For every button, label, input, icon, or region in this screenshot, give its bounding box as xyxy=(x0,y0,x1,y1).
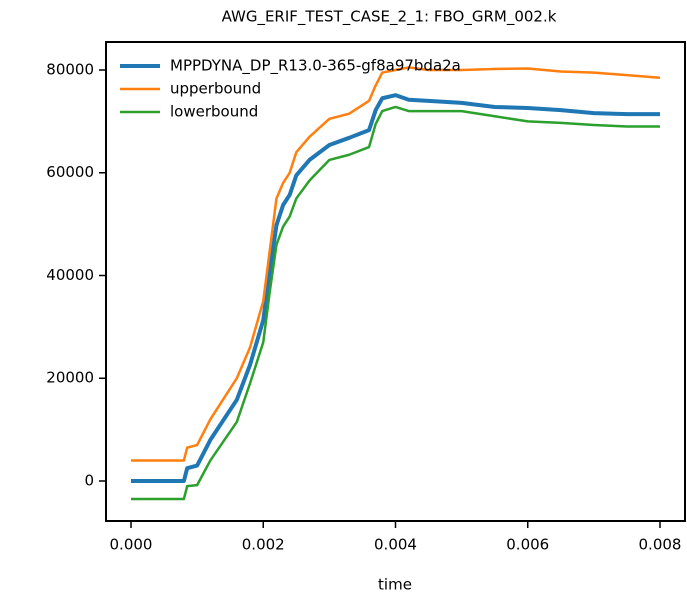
y-tick-label: 0 xyxy=(84,471,94,489)
chart-title: AWG_ERIF_TEST_CASE_2_1: FBO_GRM_002.k xyxy=(222,8,557,27)
x-tick-label: 0.004 xyxy=(374,536,417,554)
x-tick-label: 0.008 xyxy=(639,536,682,554)
series-line xyxy=(130,93,661,483)
y-tick-label: 80000 xyxy=(46,60,94,78)
series-line xyxy=(130,105,661,501)
y-tick-label: 60000 xyxy=(46,163,94,181)
y-tick-label: 40000 xyxy=(46,266,94,284)
y-tick-label: 20000 xyxy=(46,369,94,387)
x-tick-label: 0.000 xyxy=(110,536,153,554)
legend-label: MPPDYNA_DP_R13.0-365-gf8a97bda2a xyxy=(170,57,461,76)
x-axis-label: time xyxy=(378,576,412,594)
x-tick-label: 0.006 xyxy=(506,536,549,554)
plot-frame xyxy=(105,41,686,522)
legend-label: lowerbound xyxy=(170,103,258,121)
x-tick-label: 0.002 xyxy=(242,536,285,554)
series-line xyxy=(130,66,661,462)
legend-label: upperbound xyxy=(170,80,261,98)
